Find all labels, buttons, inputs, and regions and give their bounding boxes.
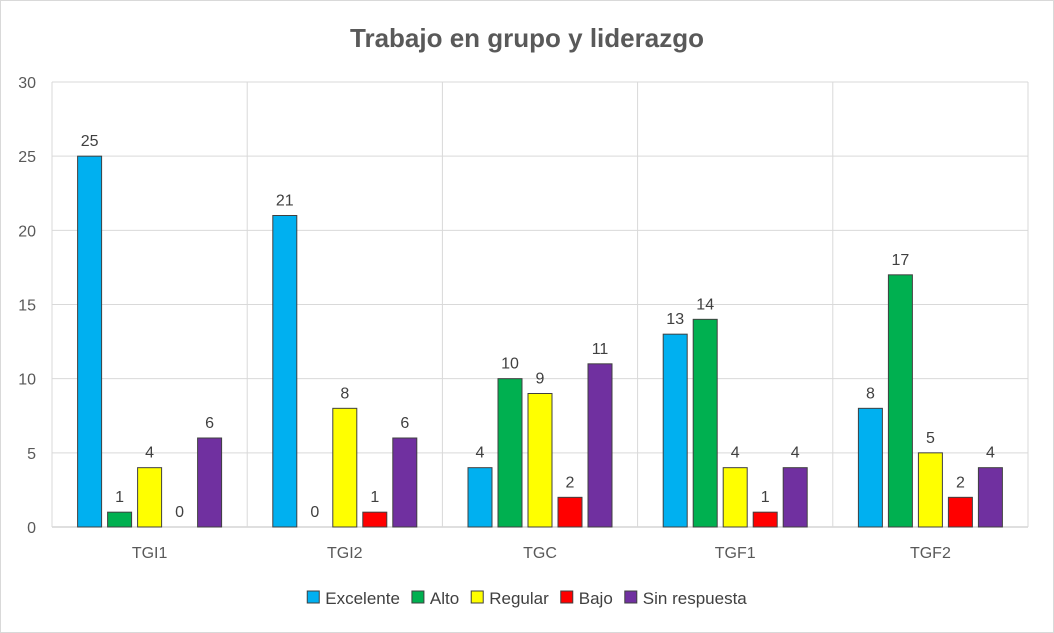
y-tick-label: 15: [18, 298, 36, 315]
bar-regular-tgc: [527, 393, 553, 528]
bar-bajo-tgc: [557, 496, 583, 528]
legend-label: Alto: [430, 589, 459, 608]
y-tick-label: 30: [18, 75, 36, 92]
legend-item-regular: Regular: [470, 589, 549, 608]
data-label: 8: [866, 385, 875, 402]
legend-swatch: [411, 590, 425, 604]
bar-regular-tgi1: [137, 467, 163, 528]
data-label: 4: [791, 445, 800, 462]
data-label: 21: [276, 193, 294, 210]
data-label: 1: [115, 489, 124, 506]
legend-swatch: [470, 590, 484, 604]
bar-alto-tgf2: [887, 274, 913, 528]
data-label: 9: [536, 371, 545, 388]
bar-bajo-tgi2: [362, 511, 388, 528]
data-label: 11: [592, 341, 609, 358]
bar-excelente-tgf1: [662, 333, 688, 528]
data-label: 0: [310, 504, 319, 521]
bar-sin-respuesta-tgi2: [392, 437, 418, 528]
legend-item-bajo: Bajo: [560, 589, 613, 608]
y-tick-label: 25: [18, 149, 36, 166]
legend-item-excelente: Excelente: [306, 589, 400, 608]
bar-sin-respuesta-tgc: [587, 363, 613, 528]
x-tick-label: TGI2: [327, 545, 363, 562]
x-tick-label: TGF2: [910, 545, 951, 562]
y-tick-label: 10: [18, 372, 36, 389]
data-label: 4: [476, 445, 485, 462]
bar-sin-respuesta-tgf2: [977, 467, 1003, 528]
y-tick-label: 0: [27, 520, 36, 537]
bar-bajo-tgf2: [947, 496, 973, 528]
y-tick-label: 5: [27, 446, 36, 463]
legend-swatch: [560, 590, 574, 604]
data-label: 4: [731, 445, 740, 462]
legend-label: Excelente: [325, 589, 400, 608]
bar-regular-tgf1: [722, 467, 748, 528]
data-label: 13: [666, 311, 684, 328]
x-tick-label: TGI1: [132, 545, 168, 562]
bar-regular-tgi2: [332, 407, 358, 528]
legend-label: Regular: [489, 589, 549, 608]
bar-bajo-tgf1: [752, 511, 778, 528]
bar-alto-tgc: [497, 378, 523, 528]
data-label: 25: [81, 133, 99, 150]
bar-alto-tgf1: [692, 318, 718, 528]
bar-sin-respuesta-tgi1: [197, 437, 223, 528]
y-tick-label: 20: [18, 223, 36, 240]
data-label: 10: [501, 356, 519, 373]
bars-layer: [77, 155, 1003, 528]
data-label: 2: [566, 474, 575, 491]
data-label: 0: [175, 504, 184, 521]
legend-label: Bajo: [579, 589, 613, 608]
data-label: 8: [340, 385, 349, 402]
legend-item-sin-respuesta: Sin respuesta: [624, 589, 747, 608]
data-label: 17: [892, 252, 910, 269]
data-label: 6: [400, 415, 409, 432]
data-label: 4: [986, 445, 995, 462]
data-label: 5: [926, 430, 935, 447]
x-tick-label: TGF1: [715, 545, 756, 562]
data-label: 4: [145, 445, 154, 462]
bar-excelente-tgi1: [77, 155, 103, 528]
bar-excelente-tgc: [467, 467, 493, 528]
bar-excelente-tgi2: [272, 215, 298, 528]
data-label: 1: [370, 489, 379, 506]
legend-swatch: [624, 590, 638, 604]
bar-regular-tgf2: [917, 452, 943, 528]
legend: Excelente Alto Regular Bajo Sin respuesta: [306, 589, 747, 608]
legend-item-alto: Alto: [411, 589, 459, 608]
legend-label: Sin respuesta: [643, 589, 747, 608]
chart-title: Trabajo en grupo y liderazgo: [350, 23, 704, 53]
x-tick-label: TGC: [523, 545, 557, 562]
bar-excelente-tgf2: [857, 407, 883, 528]
data-label: 1: [761, 489, 770, 506]
bar-alto-tgi1: [107, 511, 133, 528]
bar-sin-respuesta-tgf1: [782, 467, 808, 528]
legend-swatch: [306, 590, 320, 604]
data-label: 2: [956, 474, 965, 491]
data-label: 14: [696, 296, 714, 313]
data-label: 6: [205, 415, 214, 432]
